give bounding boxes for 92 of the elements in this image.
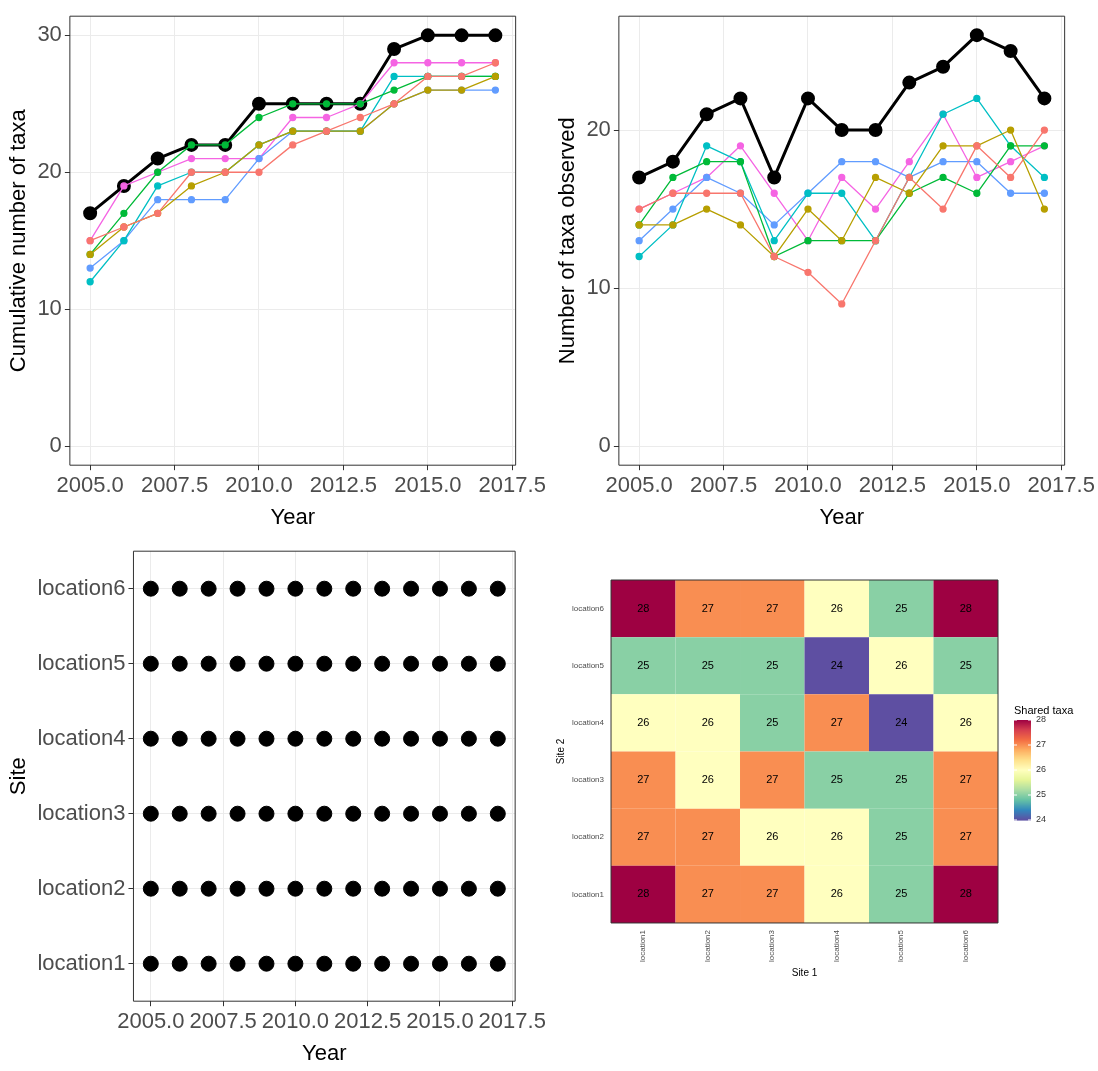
x-tick-label: 2017.5 [478,1008,546,1034]
data-label: 26 [637,715,650,728]
data-label: 26 [701,773,714,786]
x-tick-label: 2005.0 [56,472,124,498]
data-label: 27 [637,830,650,843]
y-tick-label: 20 [37,158,62,184]
data-label: 28 [637,887,650,900]
data-label: 27 [959,830,972,843]
data-label: 25 [895,887,908,900]
y-tick-label: location3 [571,775,605,785]
data-label: 27 [637,773,650,786]
x-tick-label: 2007.5 [189,1008,257,1034]
x-axis-title: Year [270,503,315,529]
x-tick-label: location1 [638,929,648,963]
y-tick-label: 0 [598,432,611,458]
x-tick-label: 2010.0 [261,1008,330,1034]
x-tick-label: location3 [767,929,777,963]
y-tick-label: location4 [37,724,126,750]
color-bar-label: 28 [1036,714,1047,725]
data-label: 27 [959,773,972,786]
x-axis-title: Year [819,503,864,529]
color-bar-label: 27 [1036,739,1047,750]
data-label: 24 [895,715,908,728]
color-bar-label: 25 [1036,789,1047,800]
data-label: 25 [830,773,843,786]
x-tick-label: 2010.0 [225,472,293,498]
data-label: 25 [637,658,650,671]
x-axis-title: Site 1 [791,966,818,978]
y-tick-label: location6 [37,574,126,600]
data-label: 25 [959,658,972,671]
color-bar-title: Shared taxa [1014,704,1075,716]
data-label: 26 [830,887,843,900]
y-tick-label: location2 [571,832,605,842]
data-label: 26 [959,715,972,728]
x-tick-label: 2017.5 [478,472,546,498]
data-label: 27 [830,715,843,728]
y-tick-label: location2 [37,874,126,900]
x-tick-label: 2005.0 [117,1008,185,1034]
x-tick-label: location4 [831,929,841,963]
data-label: 28 [959,601,972,614]
y-tick-label: 20 [586,116,611,142]
x-tick-label: location6 [960,929,970,963]
y-tick-label: location5 [571,660,605,670]
y-tick-label: 30 [37,21,62,47]
y-tick-label: location3 [37,799,126,825]
x-tick-label: 2015.0 [943,472,1011,498]
data-label: 26 [830,601,843,614]
x-tick-label: location5 [896,929,906,963]
data-label: 26 [895,658,908,671]
data-label: 25 [766,715,779,728]
x-tick-label: 2005.0 [605,472,673,498]
data-label: 27 [766,601,779,614]
y-tick-label: 10 [586,274,611,300]
data-label: 25 [895,601,908,614]
data-label: 26 [766,830,779,843]
x-tick-label: 2010.0 [774,472,842,498]
y-tick-label: 10 [37,295,62,321]
data-label: 25 [895,830,908,843]
x-tick-label: location2 [702,929,712,963]
data-label: 25 [895,773,908,786]
data-label: 24 [830,658,843,671]
x-tick-label: 2012.5 [334,1008,402,1034]
y-tick-label: location6 [571,603,605,613]
data-label: 27 [701,887,714,900]
x-tick-label: 2007.5 [140,472,209,498]
data-label: 25 [766,658,779,671]
data-label: 27 [766,773,779,786]
data-label: 26 [701,715,714,728]
color-bar-label: 24 [1036,814,1047,825]
x-tick-label: 2015.0 [406,1008,474,1034]
color-bar-label: 26 [1036,764,1047,775]
x-tick-label: 2015.0 [394,472,462,498]
y-axis-title: Cumulative number of taxa [5,108,31,373]
data-label: 27 [766,887,779,900]
y-axis-title: Site [5,757,31,796]
data-label: 27 [701,830,714,843]
x-tick-label: 2017.5 [1027,472,1095,498]
data-label: 28 [637,601,650,614]
y-tick-label: location4 [571,718,605,728]
y-axis-title: Site 2 [554,738,566,765]
y-axis-title: Number of taxa observed [554,117,580,365]
data-label: 28 [959,887,972,900]
y-tick-label: location5 [37,649,126,675]
x-tick-label: 2007.5 [689,472,758,498]
x-tick-label: 2012.5 [309,472,378,498]
data-label: 26 [830,830,843,843]
x-axis-title: Year [302,1039,347,1065]
y-tick-label: location1 [571,889,605,899]
x-tick-label: 2012.5 [858,472,927,498]
data-label: 25 [701,658,714,671]
y-tick-label: 0 [49,432,62,458]
data-label: 27 [701,601,714,614]
